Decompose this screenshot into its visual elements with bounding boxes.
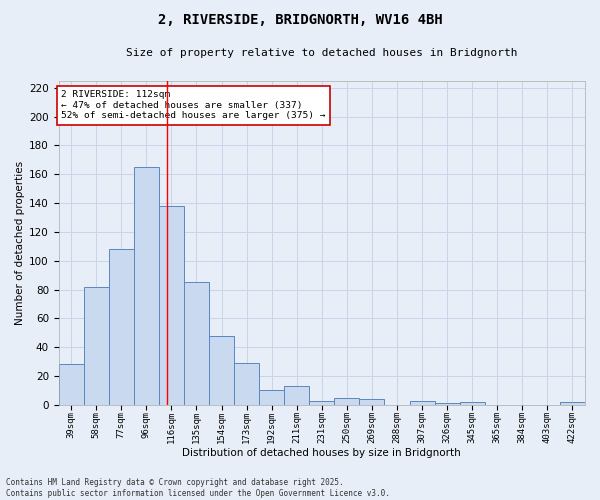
Bar bbox=[234, 363, 259, 405]
Title: Size of property relative to detached houses in Bridgnorth: Size of property relative to detached ho… bbox=[126, 48, 518, 58]
Bar bbox=[410, 400, 434, 405]
Bar bbox=[284, 386, 309, 405]
Bar bbox=[109, 249, 134, 405]
Bar bbox=[59, 364, 84, 405]
Bar bbox=[460, 402, 485, 405]
Bar bbox=[359, 399, 385, 405]
X-axis label: Distribution of detached houses by size in Bridgnorth: Distribution of detached houses by size … bbox=[182, 448, 461, 458]
Bar bbox=[434, 404, 460, 405]
Bar bbox=[134, 167, 159, 405]
Text: 2 RIVERSIDE: 112sqm
← 47% of detached houses are smaller (337)
52% of semi-detac: 2 RIVERSIDE: 112sqm ← 47% of detached ho… bbox=[61, 90, 326, 120]
Bar bbox=[334, 398, 359, 405]
Text: Contains HM Land Registry data © Crown copyright and database right 2025.
Contai: Contains HM Land Registry data © Crown c… bbox=[6, 478, 390, 498]
Text: 2, RIVERSIDE, BRIDGNORTH, WV16 4BH: 2, RIVERSIDE, BRIDGNORTH, WV16 4BH bbox=[158, 12, 442, 26]
Bar bbox=[309, 400, 334, 405]
Bar bbox=[259, 390, 284, 405]
Bar bbox=[560, 402, 585, 405]
Bar bbox=[84, 286, 109, 405]
Bar bbox=[159, 206, 184, 405]
Y-axis label: Number of detached properties: Number of detached properties bbox=[15, 160, 25, 324]
Bar bbox=[184, 282, 209, 405]
Bar bbox=[209, 336, 234, 405]
